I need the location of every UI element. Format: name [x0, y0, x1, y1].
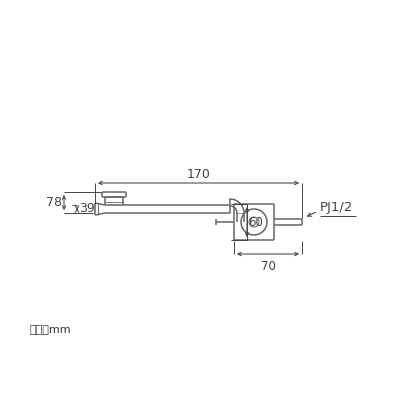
Text: 78: 78 [46, 196, 62, 209]
Text: 70: 70 [260, 260, 276, 273]
Text: 60: 60 [248, 216, 263, 228]
Text: 単位：mm: 単位：mm [30, 325, 72, 335]
Text: 170: 170 [186, 168, 210, 181]
Text: PJ1/2: PJ1/2 [320, 202, 353, 214]
Text: 39: 39 [79, 202, 95, 216]
